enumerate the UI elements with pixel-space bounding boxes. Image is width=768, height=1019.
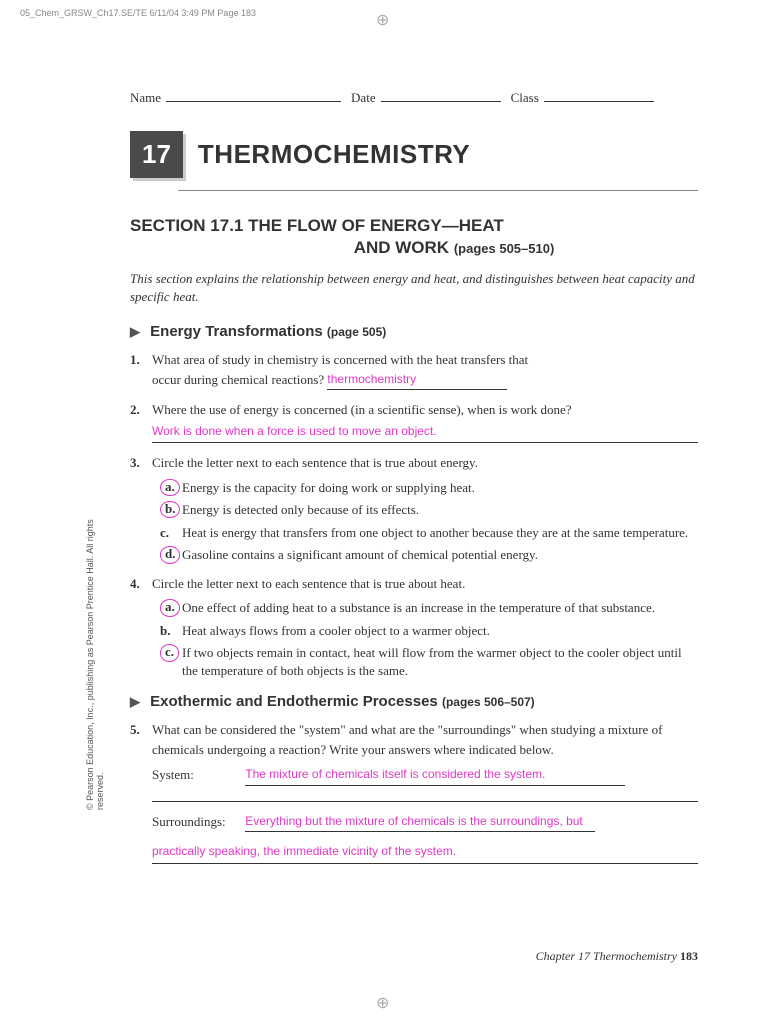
q4-choices: a.One effect of adding heat to a substan… [152, 599, 698, 679]
q3-choice-c: c. Heat is energy that transfers from one… [160, 524, 698, 542]
q3-choices: a.Energy is the capacity for doing work … [152, 479, 698, 564]
sub1-pages: (page 505) [327, 325, 386, 339]
q5-system-row: System: The mixture of chemicals itself … [152, 765, 698, 786]
sub2-pages: (pages 506–507) [442, 695, 535, 709]
question-1: 1. What area of study in chemistry is co… [130, 350, 698, 390]
date-blank[interactable] [381, 101, 501, 102]
crop-mark: 05_Chem_GRSW_Ch17.SE/TE 6/11/04 3:49 PM … [20, 8, 256, 18]
crop-symbol-icon [376, 10, 392, 26]
q5-surroundings-row: Surroundings: Everything but the mixture… [152, 812, 698, 833]
q5-text: What can be considered the "system" and … [152, 722, 662, 757]
section-pages: (pages 505–510) [454, 241, 554, 256]
class-blank[interactable] [544, 101, 654, 102]
q2-text: Where the use of energy is concerned (in… [152, 402, 572, 417]
q5-sur-answer1: Everything but the mixture of chemicals … [245, 814, 583, 828]
q3d-letter: d. [160, 546, 180, 563]
section-sub-text: AND WORK [354, 238, 449, 257]
q2-answer: Work is done when a force is used to mov… [152, 424, 437, 438]
q2-answer-line[interactable]: Work is done when a force is used to mov… [152, 422, 698, 444]
q5-blank-line[interactable] [152, 800, 698, 802]
header-fields: Name Date Class [130, 90, 698, 106]
page-content: Name Date Class 17 THERMOCHEMISTRY SECTI… [130, 90, 698, 969]
chapter-number: 17 [130, 131, 183, 178]
q4c-text: If two objects remain in contact, heat w… [182, 645, 682, 678]
question-5: 5. What can be considered the "system" a… [130, 720, 698, 864]
q3-choice-d: d.Gasoline contains a significant amount… [160, 546, 698, 564]
class-label: Class [511, 90, 539, 106]
q4-choice-b: b. Heat always flows from a cooler object… [160, 622, 698, 640]
subheading-energy: Energy Transformations (page 505) [130, 323, 698, 340]
section-title-line2: AND WORK (pages 505–510) [210, 238, 698, 258]
chapter-title: THERMOCHEMISTRY [198, 139, 470, 170]
footer-text: Chapter 17 Thermochemistry [536, 949, 677, 963]
q3-choice-a: a.Energy is the capacity for doing work … [160, 479, 698, 497]
footer-page-number: 183 [680, 949, 698, 963]
sub2-title: Exothermic and Endothermic Processes [150, 693, 438, 710]
q5-system-label: System: [152, 765, 242, 785]
subheading-exo: Exothermic and Endothermic Processes (pa… [130, 693, 698, 710]
q1-blank[interactable]: thermochemistry [327, 370, 507, 391]
q3-num: 3. [130, 453, 140, 473]
q5-sur-blank2[interactable]: practically speaking, the immediate vici… [152, 842, 698, 864]
question-3: 3. Circle the letter next to each senten… [130, 453, 698, 564]
q3b-letter: b. [160, 501, 180, 518]
q3a-text: Energy is the capacity for doing work or… [182, 480, 475, 495]
q4a-text: One effect of adding heat to a substance… [182, 600, 655, 615]
q5-num: 5. [130, 720, 140, 740]
section-intro: This section explains the relationship b… [130, 270, 698, 305]
q5-system-blank[interactable]: The mixture of chemicals itself is consi… [245, 765, 625, 786]
q5-system-answer: The mixture of chemicals itself is consi… [245, 767, 545, 781]
name-blank[interactable] [166, 101, 341, 102]
q4-num: 4. [130, 574, 140, 594]
sub1-title: Energy Transformations [150, 323, 323, 340]
date-label: Date [351, 90, 376, 106]
q4a-letter: a. [160, 599, 180, 616]
question-list-1: 1. What area of study in chemistry is co… [130, 350, 698, 679]
q4c-letter: c. [160, 644, 179, 661]
q3-choice-b: b.Energy is detected only because of its… [160, 501, 698, 519]
q1-answer: thermochemistry [327, 372, 416, 386]
q5-sur-blank1[interactable]: Everything but the mixture of chemicals … [245, 812, 595, 833]
q1-num: 1. [130, 350, 140, 370]
q4-choice-a: a.One effect of adding heat to a substan… [160, 599, 698, 617]
q3-text: Circle the letter next to each sentence … [152, 455, 478, 470]
q4-text: Circle the letter next to each sentence … [152, 576, 465, 591]
crop-symbol-icon [376, 993, 392, 1009]
q4-choice-c: c.If two objects remain in contact, heat… [160, 644, 698, 679]
q5-sur-answer2: practically speaking, the immediate vici… [152, 844, 456, 858]
q3c-text: Heat is energy that transfers from one o… [182, 525, 688, 540]
q2-num: 2. [130, 400, 140, 420]
divider [178, 190, 698, 191]
q3d-text: Gasoline contains a significant amount o… [182, 547, 538, 562]
question-2: 2. Where the use of energy is concerned … [130, 400, 698, 443]
chapter-header: 17 THERMOCHEMISTRY [130, 131, 698, 178]
q5-sur-label: Surroundings: [152, 812, 242, 832]
q4b-letter: b. [160, 622, 170, 640]
q4b-text: Heat always flows from a cooler object t… [182, 623, 490, 638]
section-title-line1: SECTION 17.1 THE FLOW OF ENERGY—HEAT [130, 216, 698, 236]
q3b-text: Energy is detected only because of its e… [182, 502, 419, 517]
question-list-2: 5. What can be considered the "system" a… [130, 720, 698, 864]
question-4: 4. Circle the letter next to each senten… [130, 574, 698, 680]
q1-text2: occur during chemical reactions? [152, 372, 324, 387]
name-label: Name [130, 90, 161, 106]
page-footer: Chapter 17 Thermochemistry 183 [536, 949, 698, 964]
q3c-letter: c. [160, 524, 169, 542]
copyright-text: © Pearson Education, Inc., publishing as… [85, 510, 105, 810]
q1-text1: What area of study in chemistry is conce… [152, 352, 528, 367]
q3a-letter: a. [160, 479, 180, 496]
